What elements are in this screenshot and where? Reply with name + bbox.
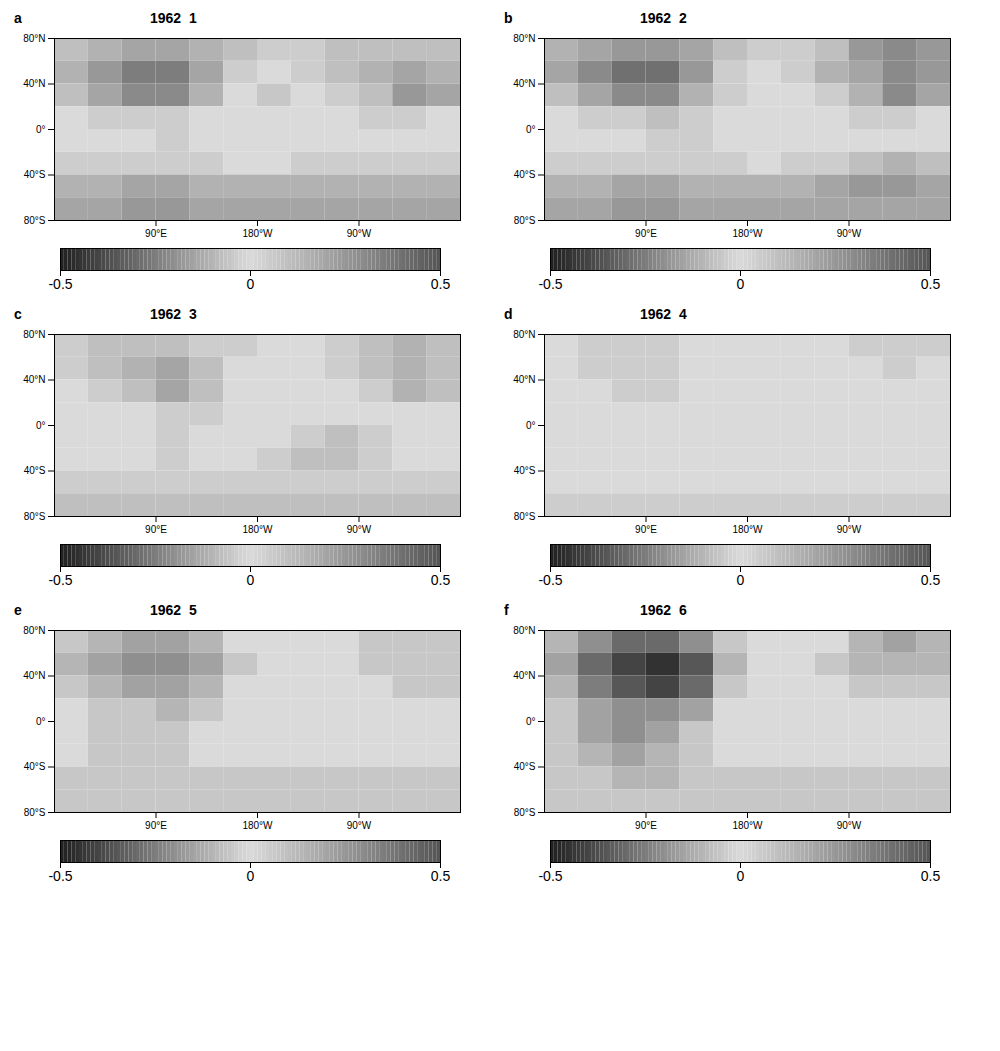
- svg-text:0: 0: [737, 572, 745, 588]
- svg-text:80°N: 80°N: [513, 33, 535, 44]
- svg-text:0°: 0°: [36, 420, 46, 431]
- svg-text:40°N: 40°N: [513, 78, 535, 89]
- svg-text:40°N: 40°N: [513, 374, 535, 385]
- svg-text:90°W: 90°W: [347, 228, 372, 239]
- svg-text:90°W: 90°W: [837, 228, 862, 239]
- svg-text:80°S: 80°S: [24, 511, 46, 522]
- svg-text:80°N: 80°N: [23, 625, 45, 636]
- svg-text:-0.5: -0.5: [48, 868, 72, 884]
- svg-text:0.5: 0.5: [431, 572, 451, 588]
- svg-text:80°N: 80°N: [513, 625, 535, 636]
- svg-text:0.5: 0.5: [431, 868, 451, 884]
- svg-text:90°W: 90°W: [837, 524, 862, 535]
- svg-text:80°S: 80°S: [24, 807, 46, 818]
- svg-text:80°S: 80°S: [514, 807, 536, 818]
- svg-text:180°W: 180°W: [732, 524, 763, 535]
- html-text:1962 5: 1962 5: [150, 602, 197, 618]
- svg-text:0: 0: [737, 868, 745, 884]
- svg-text:90°E: 90°E: [635, 524, 657, 535]
- svg-text:-0.5: -0.5: [538, 572, 562, 588]
- svg-text:80°S: 80°S: [24, 215, 46, 226]
- svg-text:180°W: 180°W: [242, 524, 273, 535]
- html-text:d: d: [504, 306, 513, 322]
- svg-text:0.5: 0.5: [921, 276, 941, 292]
- svg-text:-0.5: -0.5: [538, 276, 562, 292]
- svg-text:40°N: 40°N: [23, 374, 45, 385]
- svg-text:180°W: 180°W: [242, 228, 273, 239]
- svg-text:40°S: 40°S: [514, 465, 536, 476]
- svg-text:40°N: 40°N: [23, 78, 45, 89]
- svg-text:0.5: 0.5: [431, 276, 451, 292]
- svg-text:180°W: 180°W: [732, 228, 763, 239]
- svg-text:90°E: 90°E: [635, 820, 657, 831]
- html-text:c: c: [14, 306, 22, 322]
- svg-text:40°N: 40°N: [23, 670, 45, 681]
- html-text:1962 3: 1962 3: [150, 306, 197, 322]
- svg-text:40°S: 40°S: [24, 465, 46, 476]
- svg-text:0: 0: [737, 276, 745, 292]
- svg-text:180°W: 180°W: [242, 820, 273, 831]
- svg-text:0°: 0°: [526, 420, 536, 431]
- svg-text:90°E: 90°E: [635, 228, 657, 239]
- html-text:1962 2: 1962 2: [640, 10, 687, 26]
- svg-text:80°S: 80°S: [514, 511, 536, 522]
- svg-text:90°W: 90°W: [347, 524, 372, 535]
- html-text:f: f: [504, 602, 509, 618]
- html-text:e: e: [14, 602, 22, 618]
- svg-text:180°W: 180°W: [732, 820, 763, 831]
- svg-text:80°N: 80°N: [23, 329, 45, 340]
- svg-text:90°E: 90°E: [145, 820, 167, 831]
- svg-text:0°: 0°: [526, 716, 536, 727]
- svg-text:40°S: 40°S: [514, 169, 536, 180]
- svg-text:0: 0: [247, 868, 255, 884]
- svg-text:-0.5: -0.5: [48, 276, 72, 292]
- svg-text:90°W: 90°W: [347, 820, 372, 831]
- svg-text:80°N: 80°N: [23, 33, 45, 44]
- svg-text:80°S: 80°S: [514, 215, 536, 226]
- html-text:1962 1: 1962 1: [150, 10, 197, 26]
- svg-text:80°N: 80°N: [513, 329, 535, 340]
- svg-text:40°N: 40°N: [513, 670, 535, 681]
- svg-text:0: 0: [247, 276, 255, 292]
- svg-text:90°E: 90°E: [145, 524, 167, 535]
- html-text:b: b: [504, 10, 513, 26]
- svg-text:0: 0: [247, 572, 255, 588]
- svg-text:0.5: 0.5: [921, 572, 941, 588]
- svg-text:0°: 0°: [526, 124, 536, 135]
- svg-text:0.5: 0.5: [921, 868, 941, 884]
- svg-text:-0.5: -0.5: [538, 868, 562, 884]
- svg-text:40°S: 40°S: [514, 761, 536, 772]
- svg-text:0°: 0°: [36, 124, 46, 135]
- html-text:1962 6: 1962 6: [640, 602, 687, 618]
- svg-text:0°: 0°: [36, 716, 46, 727]
- svg-text:-0.5: -0.5: [48, 572, 72, 588]
- svg-text:40°S: 40°S: [24, 761, 46, 772]
- svg-text:90°W: 90°W: [837, 820, 862, 831]
- html-text:1962 4: 1962 4: [640, 306, 687, 322]
- html-text:a: a: [14, 10, 22, 26]
- svg-text:90°E: 90°E: [145, 228, 167, 239]
- svg-text:40°S: 40°S: [24, 169, 46, 180]
